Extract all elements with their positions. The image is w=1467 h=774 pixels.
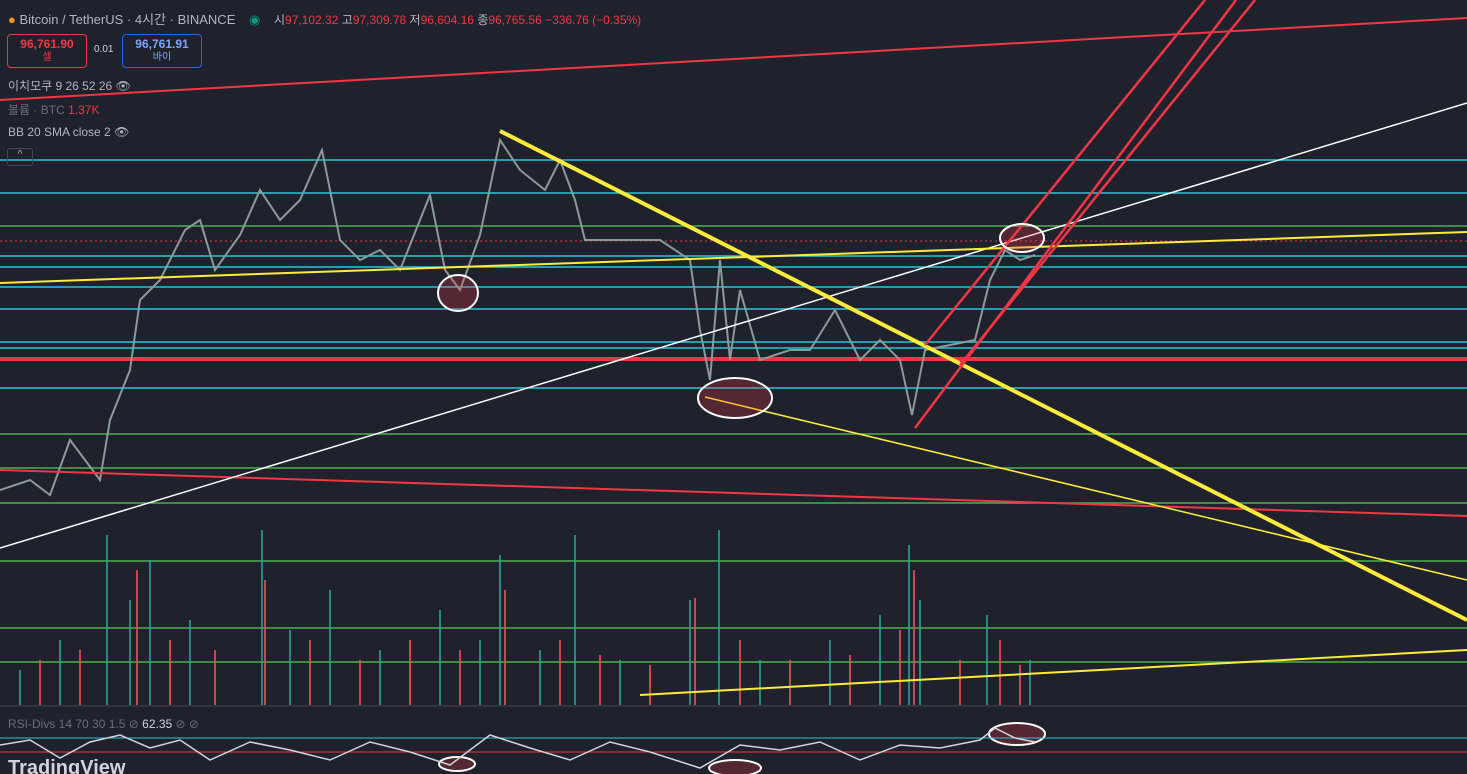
ichimoku: 이치모쿠 9 26 52 26: [8, 79, 113, 93]
low-label: 저: [409, 13, 421, 27]
ichimoku-legend: 이치모쿠 9 26 52 26 👁: [8, 77, 131, 94]
trend-lines: [0, 0, 1467, 696]
brand: TradingView: [8, 757, 126, 774]
close-label: 종: [477, 13, 489, 27]
collapse-button[interactable]: ^: [7, 148, 33, 166]
sell-button[interactable]: 96,761.90 셀: [7, 34, 87, 68]
bb-legend: BB 20 SMA close 2 👁: [8, 125, 129, 139]
sell-price: 96,761.90: [20, 37, 74, 51]
spread: 0.01: [94, 44, 114, 55]
exchange: BINANCE: [177, 12, 236, 27]
buy-label: 바이: [152, 52, 172, 63]
highlight-ellipses: [437, 223, 1046, 774]
change: −336.76 (−0.35%): [545, 13, 642, 27]
rsi-value: 62.35: [142, 717, 173, 731]
close: 96,765.56: [488, 13, 542, 27]
bb: BB 20 SMA close 2: [8, 125, 111, 139]
open: 97,102.32: [285, 13, 339, 27]
btc-icon: ●: [8, 12, 16, 27]
volume-legend: 볼륨 · BTC 1.37K: [8, 101, 99, 118]
buy-button[interactable]: 96,761.91 바이: [122, 34, 202, 68]
open-label: 시: [273, 13, 286, 27]
price-line: [0, 137, 1036, 497]
hide-icon[interactable]: 👁: [115, 79, 131, 93]
low: 96,604.16: [420, 13, 474, 27]
volume-bars: [19, 530, 1031, 705]
sell-label: 셀: [42, 52, 52, 63]
interval: 4시간: [134, 12, 167, 27]
high: 97,309.78: [352, 13, 407, 27]
status-dot: ◉: [249, 12, 261, 27]
high-label: 고: [341, 13, 353, 27]
rsi: RSI-Divs 14 70 30 1.5: [8, 717, 126, 731]
symbol-bar: ● Bitcoin / TetherUS · 4시간 · BINANCE ◉ 시…: [8, 12, 642, 27]
hide-icon[interactable]: 👁: [114, 125, 130, 139]
symbol: Bitcoin / TetherUS: [19, 12, 124, 27]
volume-value: 1.37K: [68, 103, 100, 117]
buy-price: 96,761.91: [135, 37, 189, 51]
rsi-line: [0, 727, 1036, 769]
volume-bars-down: [39, 570, 1021, 705]
volume: 볼륨 · BTC: [8, 103, 65, 117]
horizontal-levels: [0, 159, 1467, 663]
rsi-legend: RSI-Divs 14 70 30 1.5 ⊘ 62.35 ⊘ ⊘: [8, 717, 199, 731]
